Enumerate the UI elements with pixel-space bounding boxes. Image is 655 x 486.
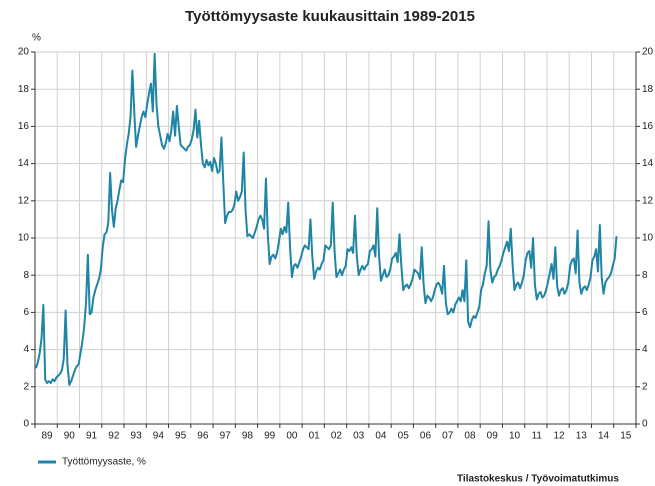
y-unit: % — [32, 33, 41, 44]
data-line — [34, 52, 618, 386]
y2-tick-label: 18 — [642, 84, 654, 95]
y-tick-label: 2 — [23, 381, 29, 392]
x-tick-label: 01 — [309, 431, 321, 442]
y-tick-label: 0 — [23, 419, 29, 430]
y2-tick-label: 16 — [642, 121, 654, 132]
y2-tick-label: 12 — [642, 195, 654, 206]
x-tick-label: 02 — [331, 431, 343, 442]
x-tick-label: 15 — [620, 431, 632, 442]
x-tick-label: 95 — [175, 431, 187, 442]
x-tick-label: 91 — [86, 431, 98, 442]
x-tick-label: 05 — [398, 431, 410, 442]
x-tick-label: 13 — [576, 431, 588, 442]
y2-tick-label: 10 — [642, 233, 654, 244]
y-tick-label: 18 — [18, 84, 30, 95]
y-tick-label: 8 — [23, 270, 29, 281]
x-tick-label: 07 — [442, 431, 454, 442]
x-tick-label: 92 — [108, 431, 120, 442]
x-tick-label: 89 — [41, 431, 53, 442]
y2-tick-label: 14 — [642, 158, 654, 169]
x-tick-label: 96 — [197, 431, 209, 442]
x-tick-label: 11 — [532, 431, 543, 442]
x-tick-label: 14 — [598, 431, 610, 442]
x-tick-label: 93 — [131, 431, 143, 442]
y2-tick-label: 8 — [642, 270, 648, 281]
x-tick-label: 90 — [64, 431, 76, 442]
y-tick-label: 6 — [23, 307, 29, 318]
x-tick-label: 08 — [464, 431, 476, 442]
y-tick-label: 4 — [23, 344, 29, 355]
x-tick-label: 10 — [509, 431, 521, 442]
x-tick-label: 03 — [353, 431, 365, 442]
y2-tick-label: 2 — [642, 381, 648, 392]
y-tick-label: 12 — [18, 195, 30, 206]
x-tick-label: 09 — [487, 431, 499, 442]
x-tick-label: 94 — [153, 431, 165, 442]
y-tick-label: 20 — [18, 47, 30, 58]
x-tick-label: 97 — [220, 431, 232, 442]
x-tick-label: 04 — [375, 431, 387, 442]
legend-label: Työttömyysaste, % — [62, 457, 146, 468]
chart-title: Työttömyysaste kuukausittain 1989-2015 — [185, 8, 475, 25]
y2-tick-label: 6 — [642, 307, 648, 318]
y2-tick-label: 4 — [642, 344, 648, 355]
y2-tick-label: 0 — [642, 419, 648, 430]
x-tick-label: 12 — [553, 431, 565, 442]
x-tick-label: 00 — [286, 431, 298, 442]
y-tick-label: 14 — [18, 158, 30, 169]
x-tick-label: 06 — [420, 431, 432, 442]
y-tick-label: 16 — [18, 121, 30, 132]
y-tick-label: 10 — [18, 233, 30, 244]
source: Tilastokeskus / Työvoimatutkimus — [457, 474, 619, 485]
x-tick-label: 98 — [242, 431, 254, 442]
x-tick-label: 99 — [264, 431, 276, 442]
y2-tick-label: 20 — [642, 47, 654, 58]
